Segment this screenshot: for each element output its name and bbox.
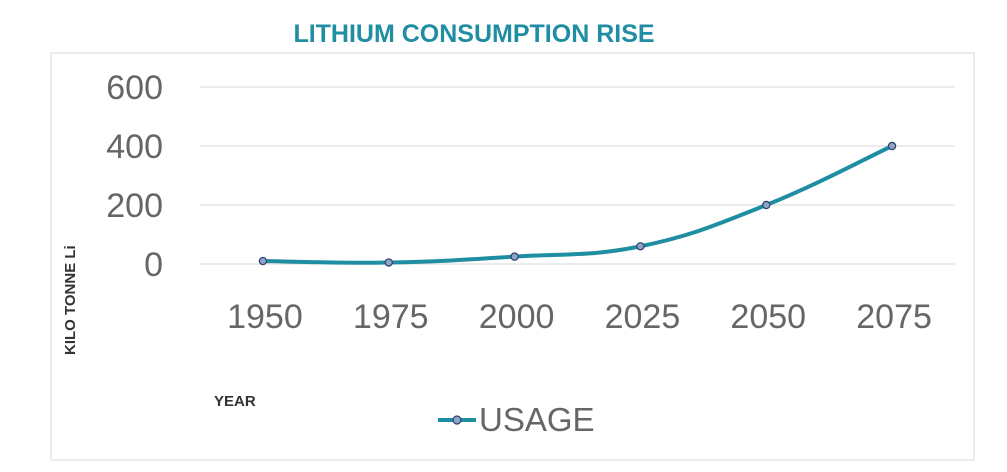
legend: USAGE [438,401,595,438]
y-tick-label: 200 [106,187,163,225]
data-point [258,256,268,266]
x-tick-label: 2025 [605,298,681,336]
x-tick-label: 1975 [353,298,429,336]
y-tick-label: 0 [144,246,163,284]
series-line-usage [260,144,895,265]
data-point [887,141,897,151]
legend-label-usage: USAGE [479,401,595,438]
data-point [384,258,393,267]
data-point [762,200,771,210]
y-tick-label: 600 [106,69,163,107]
data-point [636,242,645,251]
y-axis-title: KILO TONNE Li [62,245,79,355]
legend-swatch-marker [452,415,462,425]
x-tick-label: 1950 [227,298,303,336]
series-usage [258,141,897,267]
y-axis-tick-labels: 0 200 400 600 [106,69,163,284]
x-axis-tick-labels: 1950 1975 2000 2025 2050 2075 [227,298,932,336]
y-tick-label: 400 [106,128,163,166]
x-tick-label: 2000 [479,298,555,336]
x-axis-title: YEAR [214,393,256,410]
x-tick-label: 2075 [856,298,932,336]
x-tick-label: 2050 [730,298,806,336]
data-point [510,252,519,261]
chart-title: LITHIUM CONSUMPTION RISE [293,20,654,48]
